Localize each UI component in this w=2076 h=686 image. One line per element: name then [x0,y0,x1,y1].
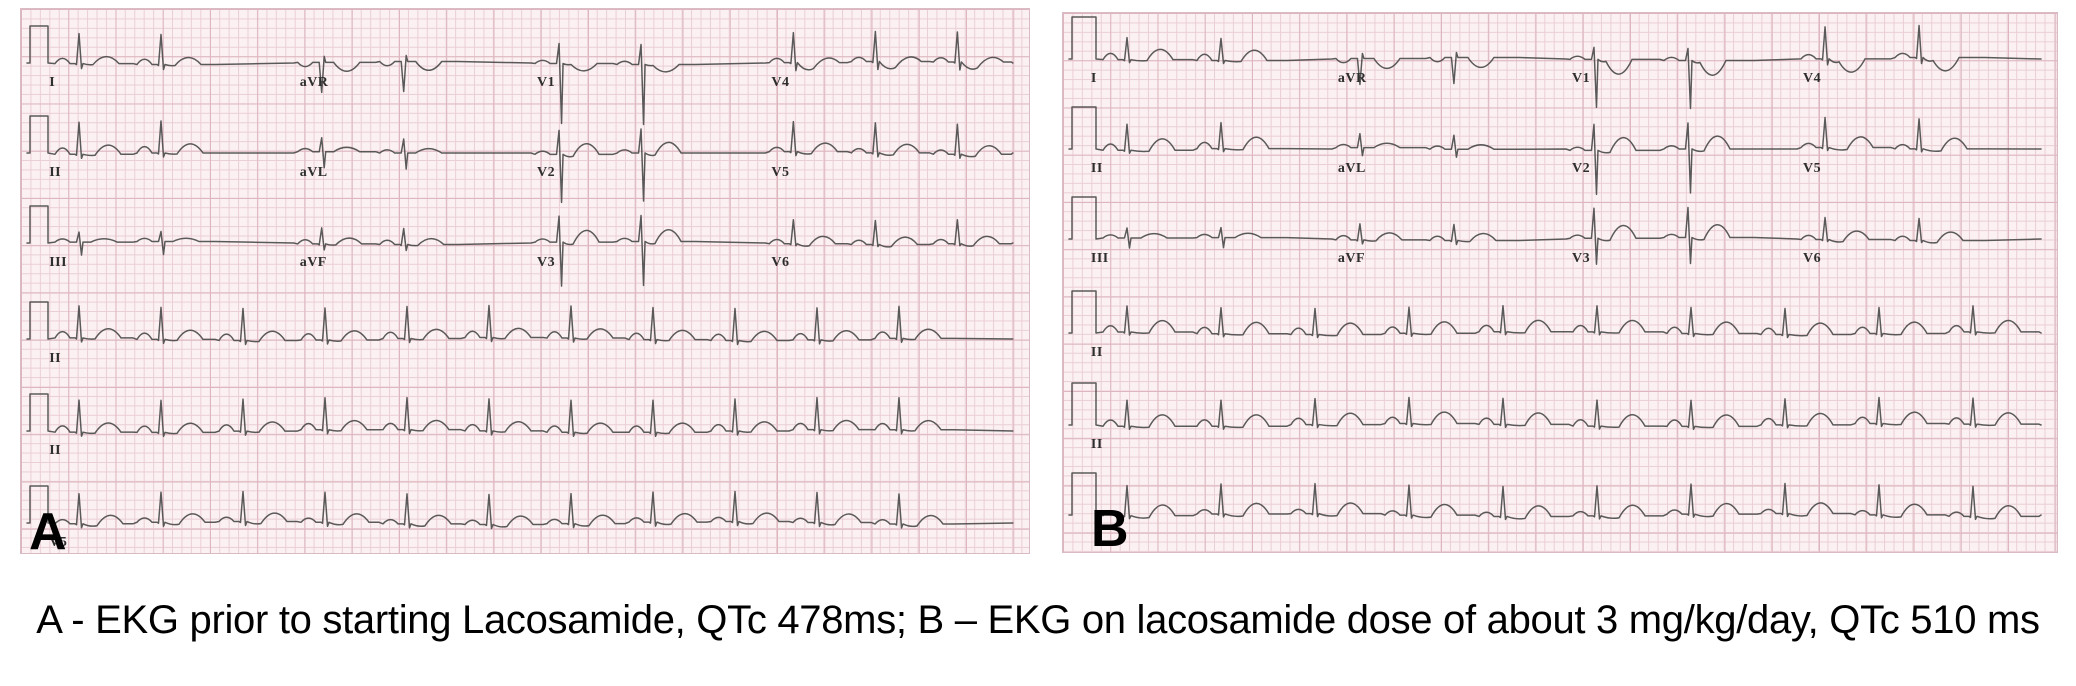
lead-label-i-a-row1: I [49,75,56,90]
ekg-trace-row-a-5 [26,393,1014,438]
lead-label-v5-a-row6: V5 [49,535,68,550]
lead-label-iii-a-row3: III [49,255,68,270]
lead-label-v3-a-row3: V3 [537,255,556,270]
lead-label-v5-b-row2: V5 [1803,161,1822,176]
panel-letter-b: B [1091,500,1129,558]
ekg-trace-row-a-4 [26,301,1014,346]
ekg-trace-svg-b [1068,16,2042,521]
ekg-trace-svg-a [26,25,1014,530]
ekg-trace-row-a-2 [26,115,1014,204]
lead-label-ii-a-row4: II [49,351,62,366]
panel-letter-a: A [29,503,67,561]
lead-label-avr-a-row1: aVR [299,75,329,90]
lead-label-v6-a-row3: V6 [771,255,790,270]
lead-label-ii-a-row2: II [49,165,62,180]
lead-label-v2-a-row2: V2 [537,165,556,180]
lead-label-avl-b-row2: aVL [1337,161,1366,176]
lead-label-v3-b-row3: V3 [1571,251,1591,266]
ekg-trace-row-b-2 [1068,106,2042,196]
lead-label-v4-b-row1: V4 [1803,71,1822,86]
lead-label-ii-b-row5: II [1090,437,1103,452]
lead-label-v1-b-row1: V1 [1571,71,1591,86]
lead-label-avl-a-row2: aVL [299,165,328,180]
ekg-trace-row-a-1 [26,25,1014,126]
lead-label-avr-b-row1: aVR [1337,71,1367,86]
figure-caption: A - EKG prior to starting Lacosamide, QT… [36,598,2040,642]
ekg-trace-row-b-5 [1068,382,2042,431]
lead-label-v1-a-row1: V1 [537,75,556,90]
lead-label-avf-b-row3: aVF [1337,251,1366,266]
ekg-trace-row-b-1 [1068,16,2042,110]
lead-label-iii-b-row3: III [1090,251,1109,266]
lead-label-v4-a-row1: V4 [771,75,790,90]
ekg-trace-row-b-3 [1068,196,2042,266]
lead-label-i-b-row1: I [1090,71,1097,86]
lead-label-v5-a-row2: V5 [771,165,790,180]
lead-label-avf-a-row3: aVF [299,255,327,270]
ekg-trace-row-a-3 [26,205,1014,287]
lead-label-ii-b-row2: II [1090,161,1103,176]
lead-label-v2-b-row2: V2 [1571,161,1591,176]
lead-label-ii-b-row4: II [1090,345,1103,360]
ekg-trace-row-a-6 [26,485,1014,530]
lead-label-ii-a-row5: II [49,443,62,458]
lead-label-v6-b-row3: V6 [1803,251,1822,266]
ekg-trace-row-b-6 [1068,472,2042,521]
ekg-trace-row-b-4 [1068,290,2042,339]
